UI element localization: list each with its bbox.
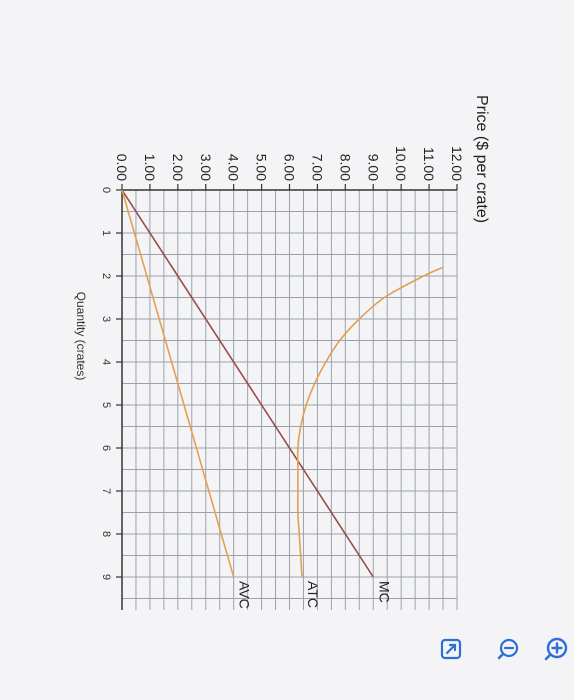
zoom-in-icon[interactable] <box>541 634 571 664</box>
y-axis-title: Price ($ per crate) <box>473 95 490 223</box>
y-tick-label: 0.00 <box>114 154 130 181</box>
y-tick-label: 1.00 <box>142 154 158 181</box>
series-line-mc <box>121 189 374 578</box>
series <box>121 189 444 578</box>
y-tick-label: 10.00 <box>393 146 409 181</box>
x-tick-label: 4 <box>100 359 112 365</box>
series-label-avc: AVC <box>237 581 253 609</box>
axes: 0.00 1.00 2.00 3.00 4.00 5.00 6.00 7.00 8.00 9.00… <box>100 146 465 610</box>
grid <box>121 189 458 610</box>
y-tick-label: 7.00 <box>309 154 325 181</box>
x-axis-title: Quantity (crates) <box>74 292 88 381</box>
series-line-atc <box>296 266 444 578</box>
cost-curves-chart: Price ($ per crate) 0.00 1.00 2.00 3.00 4.00… <box>52 90 522 610</box>
x-tick-label: 1 <box>100 230 112 236</box>
x-tick-label: 3 <box>100 316 112 322</box>
labels: MC ATC AVC <box>237 581 393 609</box>
x-tick-label: 7 <box>100 488 112 494</box>
y-tick-label: 6.00 <box>282 154 298 181</box>
y-tick-label: 8.00 <box>337 154 353 181</box>
x-tick-label: 2 <box>100 273 112 279</box>
y-tick-label: 4.00 <box>226 154 242 181</box>
y-tick-label: 11.00 <box>421 147 437 181</box>
y-tick-label: 12.00 <box>449 146 465 181</box>
series-line-avc <box>121 189 235 578</box>
x-tick-label: 9 <box>100 574 112 580</box>
expand-icon[interactable] <box>436 634 466 664</box>
x-tick-label: 0 <box>100 187 112 193</box>
x-tick-label: 5 <box>100 402 112 408</box>
chart-background <box>52 90 522 610</box>
y-tick-label: 2.00 <box>170 154 186 181</box>
y-tick-label: 5.00 <box>254 154 270 181</box>
series-label-mc: MC <box>376 581 392 603</box>
y-tick-label: 9.00 <box>365 154 381 181</box>
series-label-atc: ATC <box>305 581 321 608</box>
x-tick-label: 8 <box>100 531 112 537</box>
x-tick-label: 6 <box>100 445 112 451</box>
y-tick-label: 3.00 <box>198 154 214 181</box>
chart-svg: Price ($ per crate) 0.00 1.00 2.00 3.00 4.00… <box>52 90 522 610</box>
zoom-out-icon[interactable] <box>494 634 524 664</box>
